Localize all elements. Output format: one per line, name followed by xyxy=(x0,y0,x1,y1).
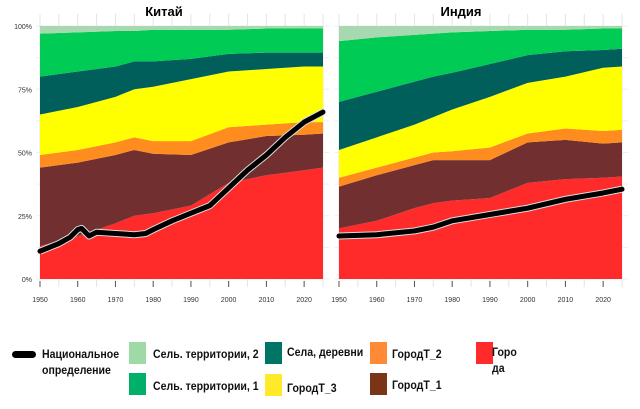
x-tick-label: 1960 xyxy=(70,297,86,304)
legend-label-cities: Города xyxy=(492,344,520,376)
panel-title: Индия xyxy=(440,4,481,19)
x-tick-label: 2020 xyxy=(296,297,312,304)
x-tick-label: 2010 xyxy=(259,297,275,304)
x-tick-label: 1960 xyxy=(369,297,385,304)
chart-figure: Китай 1950 1960 1970 1980 1990 2000 2010 2020 0% 2… xyxy=(0,0,640,409)
legend-label-national: Национальное определение xyxy=(42,346,130,378)
legend-label-town3: ГородТ_3 xyxy=(287,380,337,396)
legend-swatch-town3 xyxy=(265,374,282,396)
y-tick-label: 75% xyxy=(18,87,32,94)
panel-india: Индия 1950 1960 1970 1980 1990 2000 2010 2020 xyxy=(331,4,628,304)
legend-swatch-rural2 xyxy=(129,342,146,364)
panel-title: Китай xyxy=(145,4,183,19)
x-tick-label: 2010 xyxy=(558,297,574,304)
y-tick-label: 50% xyxy=(18,151,32,158)
legend-label-rural1: Сель. территории, 1 xyxy=(153,378,259,394)
y-tick-label: 0% xyxy=(22,277,32,284)
y-tick-label: 100% xyxy=(14,24,32,31)
legend-swatch-rural1 xyxy=(129,373,146,395)
legend-swatch-town2 xyxy=(370,342,387,364)
legend-label-villages: Села, деревни xyxy=(287,344,363,360)
legend-swatch-cities xyxy=(476,342,493,364)
legend-label-town1: ГородТ_1 xyxy=(392,377,442,393)
x-tick-label: 1990 xyxy=(482,297,498,304)
y-tick-label: 25% xyxy=(18,214,32,221)
legend-label-rural2: Сель. территории, 2 xyxy=(153,346,259,362)
panel-china: Китай 1950 1960 1970 1980 1990 2000 2010 2020 0% 2… xyxy=(14,4,329,304)
legend-swatch-villages xyxy=(265,342,282,364)
x-tick-label: 1970 xyxy=(407,297,423,304)
x-tick-label: 1980 xyxy=(444,297,460,304)
x-tick-label: 1990 xyxy=(183,297,199,304)
x-tick-label: 1970 xyxy=(108,297,124,304)
x-tick-label: 1950 xyxy=(32,297,48,304)
x-tick-label: 2000 xyxy=(520,297,536,304)
x-tick-label: 2000 xyxy=(221,297,237,304)
legend-swatch-national xyxy=(12,351,36,358)
x-tick-label: 2020 xyxy=(595,297,611,304)
legend-label-town2: ГородТ_2 xyxy=(392,346,442,362)
x-tick-label: 1950 xyxy=(331,297,347,304)
legend-swatch-town1 xyxy=(370,373,387,395)
x-tick-label: 1980 xyxy=(145,297,161,304)
